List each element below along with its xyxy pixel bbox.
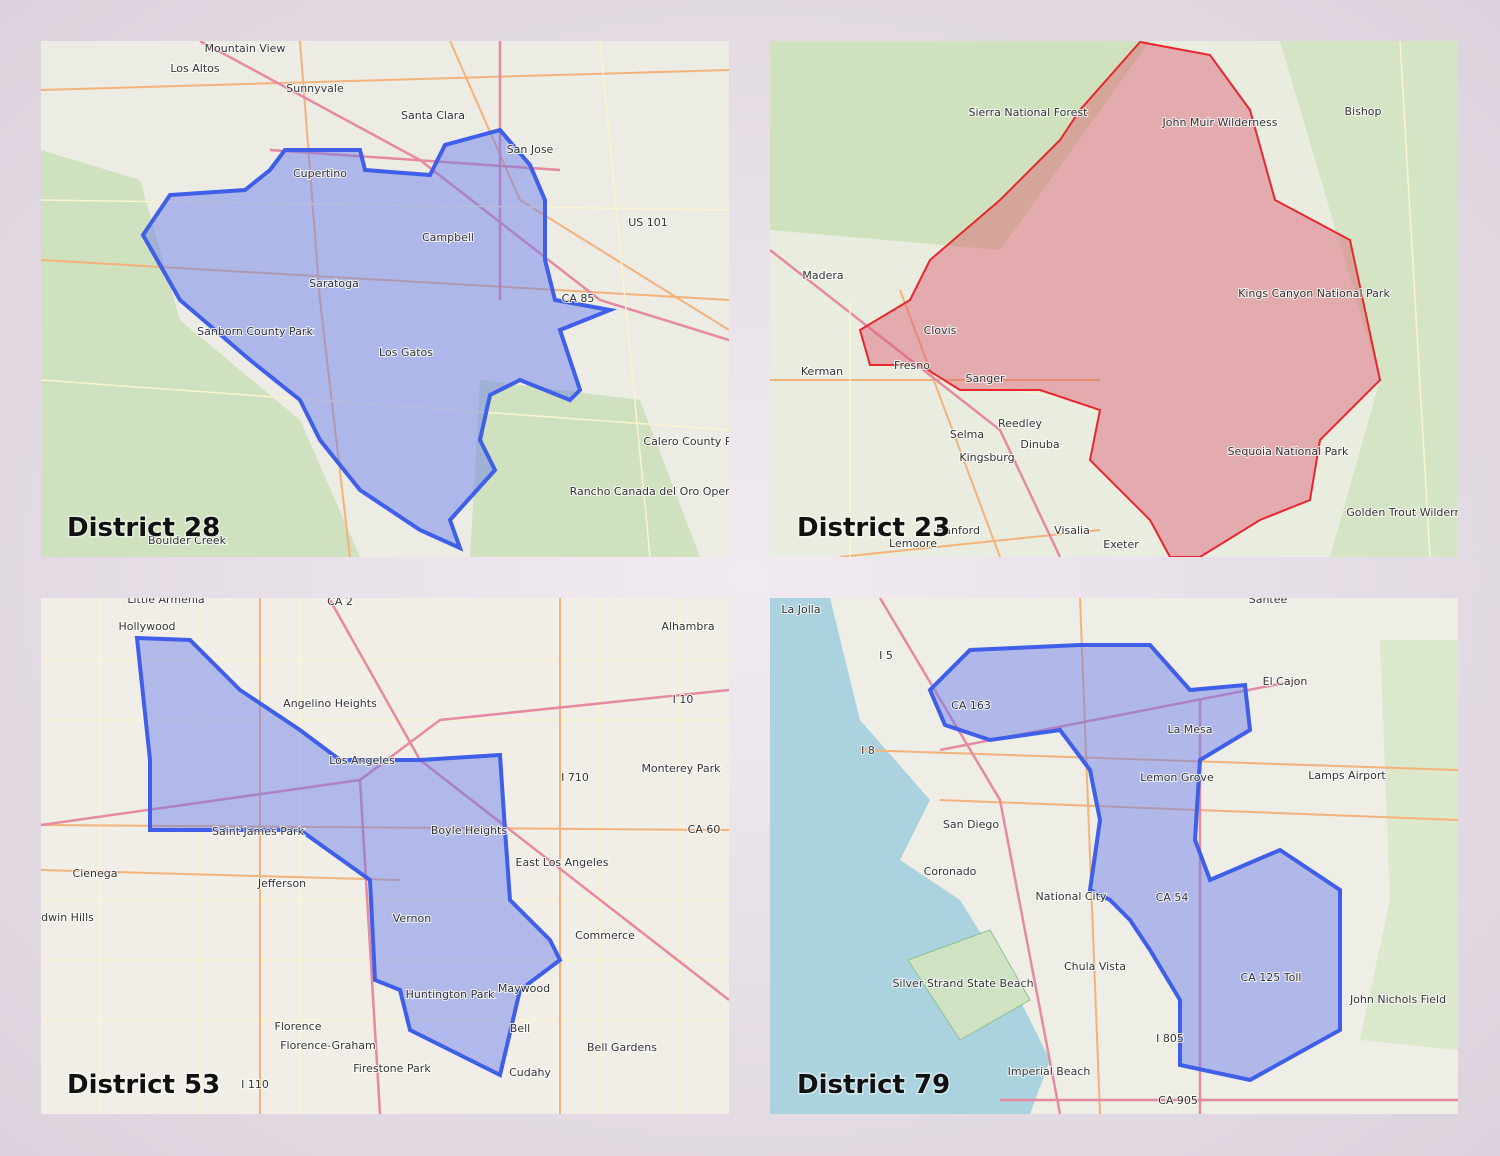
place-label: Lemoore xyxy=(889,537,937,550)
place-label: ldwin Hills xyxy=(38,911,94,924)
panel-title: District 28 xyxy=(67,513,220,543)
place-label: Kerman xyxy=(801,365,843,378)
place-label: CA 2 xyxy=(327,595,353,608)
place-label: San Jose xyxy=(507,143,554,156)
district-boundary xyxy=(134,635,563,1078)
place-label: Commerce xyxy=(575,929,635,942)
place-label: Little Armenia xyxy=(127,593,204,606)
place-label: Angelino Heights xyxy=(283,697,377,710)
place-label: CA 85 xyxy=(562,292,595,305)
place-label: Sunnyvale xyxy=(286,82,344,95)
place-label: Bishop xyxy=(1344,105,1381,118)
place-label: Golden Trout Wilderness xyxy=(1346,506,1480,519)
place-label: Madera xyxy=(802,269,843,282)
place-label: Maywood xyxy=(498,982,550,995)
map-panel: Little Armenia Hollywood Alhambra Angelino … xyxy=(38,593,729,1114)
place-label: Selma xyxy=(950,428,984,441)
place-label: La Jolla xyxy=(781,603,820,616)
district-boundary xyxy=(858,41,1382,557)
place-label: Silver Strand State Beach xyxy=(892,977,1033,990)
place-label: Cienega xyxy=(73,867,118,880)
place-label: John Muir Wilderness xyxy=(1162,116,1278,129)
place-label: Florence-Graham xyxy=(280,1039,376,1052)
place-label: Kings Canyon National Park xyxy=(1238,287,1390,300)
place-label: Boyle Heights xyxy=(431,824,507,837)
place-label: Saratoga xyxy=(309,277,359,290)
place-label: I 710 xyxy=(561,771,589,784)
place-label: Mountain View xyxy=(205,42,286,55)
place-label: Chula Vista xyxy=(1064,960,1126,973)
panel-title: District 53 xyxy=(67,1070,220,1100)
place-label: Cupertino xyxy=(293,167,347,180)
place-label: I 10 xyxy=(673,693,694,706)
place-label: Cudahy xyxy=(509,1066,551,1079)
place-label: Dinuba xyxy=(1020,438,1059,451)
place-label: Sequoia National Park xyxy=(1228,445,1349,458)
map-panel: Mountain View Los Altos Sunnyvale Santa Cla… xyxy=(41,41,821,557)
place-label: Jefferson xyxy=(257,877,306,890)
place-label: Los Altos xyxy=(170,62,220,75)
place-label: Exeter xyxy=(1103,538,1139,551)
place-label: Sanger xyxy=(966,372,1005,385)
place-label: CA 905 xyxy=(1158,1094,1198,1107)
place-label: Coronado xyxy=(924,865,977,878)
place-label: Bell Gardens xyxy=(587,1041,657,1054)
place-label: Boulder Creek xyxy=(148,534,227,547)
place-label: Santa Clara xyxy=(401,109,465,122)
place-label: Huntington Park xyxy=(406,988,495,1001)
place-label: CA 60 xyxy=(688,823,721,836)
place-label: Los Angeles xyxy=(329,754,395,767)
place-label: Florence xyxy=(275,1020,322,1033)
place-label: Lamps Airport xyxy=(1308,769,1386,782)
place-label: I 110 xyxy=(241,1078,269,1091)
place-label: Rancho Canada del Oro Open Space Preserv… xyxy=(570,485,821,498)
place-label: National City xyxy=(1036,890,1107,903)
place-label: Alhambra xyxy=(661,620,714,633)
district-boundary xyxy=(140,127,618,552)
place-label: Monterey Park xyxy=(641,762,721,775)
place-label: El Cajon xyxy=(1263,675,1308,688)
place-label: Sierra National Forest xyxy=(969,106,1089,119)
place-label: Bell xyxy=(510,1022,530,1035)
place-label: Vernon xyxy=(393,912,431,925)
place-label: CA 163 xyxy=(951,699,991,712)
place-label: Lemon Grove xyxy=(1140,771,1214,784)
place-label: Campbell xyxy=(422,231,474,244)
place-label: I 5 xyxy=(879,649,893,662)
place-label: US 101 xyxy=(628,216,668,229)
place-label: Clovis xyxy=(924,324,957,337)
place-label: CA 54 xyxy=(1156,891,1189,904)
map-panel: La Jolla Santee El Cajon La Mesa Lemon Grove… xyxy=(770,593,1458,1114)
district-boundary xyxy=(927,643,1342,1083)
panel-title: District 79 xyxy=(797,1070,950,1100)
place-label: Firestone Park xyxy=(353,1062,431,1075)
place-label: Imperial Beach xyxy=(1008,1065,1091,1078)
place-label: I 8 xyxy=(861,744,875,757)
place-label: Sanborn County Park xyxy=(197,325,313,338)
place-label: East Los Angeles xyxy=(516,856,609,869)
place-label: Los Gatos xyxy=(379,346,433,359)
place-label: Saint James Park xyxy=(212,825,305,838)
place-label: CA 125 Toll xyxy=(1241,971,1302,984)
place-label: Fresno xyxy=(894,359,930,372)
place-label: Calero County Park xyxy=(643,435,749,448)
place-label: Kingsburg xyxy=(959,451,1014,464)
place-label: Hanford xyxy=(936,524,980,537)
panel-title: District 23 xyxy=(797,513,950,543)
map-panel: Sierra National Forest John Muir Wilderne… xyxy=(770,41,1480,557)
place-label: Visalia xyxy=(1054,524,1090,537)
place-label: San Diego xyxy=(943,818,999,831)
place-label: I 805 xyxy=(1156,1032,1184,1045)
place-label: Hollywood xyxy=(118,620,175,633)
place-label: Santee xyxy=(1249,593,1288,606)
place-label: John Nichols Field xyxy=(1349,993,1446,1006)
place-label: Reedley xyxy=(998,417,1042,430)
place-label: La Mesa xyxy=(1167,723,1212,736)
